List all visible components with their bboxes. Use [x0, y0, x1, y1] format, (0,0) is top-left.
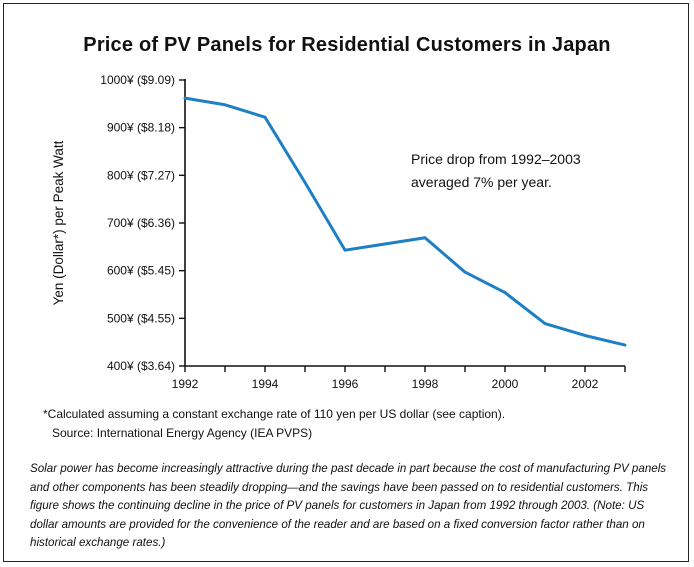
annotation-line-1: Price drop from 1992–2003	[411, 151, 581, 167]
source-note: Source: International Energy Agency (IEA…	[52, 426, 313, 440]
y-ticks: 400¥ ($3.64) 500¥ ($4.55) 600¥ ($5.45) 700¥…	[100, 73, 185, 373]
y-axis-label: Yen (Dollar*) per Peak Watt	[51, 140, 66, 305]
exchange-rate-note: *Calculated assuming a constant exchange…	[43, 407, 506, 421]
y-tick-label: 700¥ ($6.36)	[107, 216, 175, 230]
y-tick-label: 900¥ ($8.18)	[107, 121, 175, 135]
y-tick-label: 500¥ ($4.55)	[107, 311, 175, 325]
chart-title: Price of PV Panels for Residential Custo…	[83, 34, 611, 56]
x-tick-label: 2002	[572, 377, 599, 391]
footnote: *Calculated assuming a constant exchange…	[43, 405, 505, 443]
price-series-line	[183, 96, 627, 347]
x-tick-label: 1996	[332, 377, 359, 391]
y-tick-label: 600¥ ($5.45)	[107, 264, 175, 278]
x-tick-label: 2000	[492, 377, 519, 391]
x-ticks: 1992 1994 1996 1998 2000 2002	[172, 366, 626, 391]
figure-caption: Solar power has become increasingly attr…	[30, 462, 667, 549]
x-tick-label: 1998	[412, 377, 439, 391]
y-tick-label: 400¥ ($3.64)	[107, 359, 175, 373]
annotation-line-2: averaged 7% per year.	[411, 174, 552, 190]
figure-frame	[3, 3, 689, 562]
series	[183, 96, 627, 347]
y-tick-label: 800¥ ($7.27)	[107, 168, 175, 182]
line-chart: Yen (Dollar*) per Peak Watt 400¥ ($3.64)…	[51, 73, 627, 391]
x-tick-label: 1994	[252, 377, 279, 391]
x-tick-label: 1992	[172, 377, 199, 391]
y-tick-label: 1000¥ ($9.09)	[100, 73, 175, 87]
axes	[184, 79, 625, 367]
